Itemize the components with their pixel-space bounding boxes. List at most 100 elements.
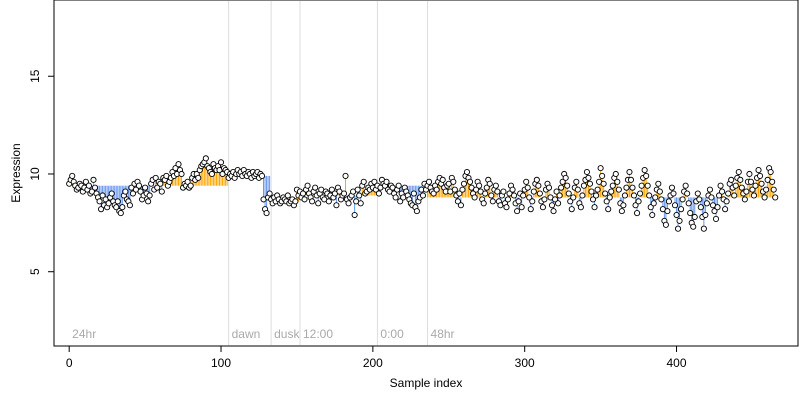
data-point xyxy=(460,180,468,187)
data-point xyxy=(682,182,689,189)
y-tick-label: 15 xyxy=(28,69,42,83)
data-point xyxy=(85,182,92,189)
data-point xyxy=(627,176,635,183)
y-axis-title: Expression xyxy=(9,143,23,202)
data-point xyxy=(351,211,358,219)
data-point xyxy=(113,204,120,211)
data-point xyxy=(620,202,627,209)
data-point xyxy=(263,210,270,217)
data-point xyxy=(122,188,129,195)
data-point xyxy=(588,188,595,195)
data-point xyxy=(333,202,340,209)
data-point xyxy=(523,178,530,185)
data-point xyxy=(570,194,577,201)
data-point xyxy=(96,198,103,205)
data-point xyxy=(413,208,420,215)
data-point xyxy=(527,206,534,213)
data-point xyxy=(719,188,726,195)
data-point xyxy=(658,196,665,203)
data-point xyxy=(605,206,612,213)
data-point xyxy=(750,192,758,199)
data-point xyxy=(702,211,709,219)
data-point xyxy=(579,192,586,199)
data-point xyxy=(146,192,153,199)
data-point xyxy=(618,208,625,215)
data-point xyxy=(284,192,291,199)
data-point xyxy=(559,178,566,185)
data-point xyxy=(419,192,427,199)
data-point xyxy=(690,223,697,230)
data-point xyxy=(725,190,732,197)
data-point xyxy=(309,198,316,205)
data-point xyxy=(678,206,685,213)
data-point xyxy=(108,190,115,197)
data-point xyxy=(665,198,672,205)
data-point xyxy=(539,204,546,211)
data-point xyxy=(480,200,487,207)
data-point xyxy=(99,192,106,199)
data-point xyxy=(119,204,126,211)
data-point xyxy=(583,168,590,176)
data-point xyxy=(524,184,531,191)
data-point xyxy=(562,174,569,181)
data-point xyxy=(580,182,587,189)
data-point xyxy=(671,202,679,209)
data-point xyxy=(208,170,215,178)
data-point xyxy=(463,168,471,176)
period-label: dawn xyxy=(232,327,261,341)
data-point xyxy=(589,196,597,203)
data-point xyxy=(700,225,707,232)
data-point xyxy=(743,188,750,195)
data-point xyxy=(90,176,97,183)
data-point xyxy=(626,168,633,176)
data-point xyxy=(714,204,721,211)
data-point xyxy=(301,196,308,203)
data-point xyxy=(555,200,562,207)
period-label: dusk xyxy=(274,327,300,341)
data-point xyxy=(504,196,512,203)
data-point xyxy=(545,184,553,191)
data-point xyxy=(723,198,730,205)
data-point xyxy=(503,204,510,211)
data-point xyxy=(548,202,556,209)
data-point xyxy=(425,178,433,185)
data-point xyxy=(621,192,628,199)
data-point xyxy=(637,190,644,197)
x-tick-label: 200 xyxy=(363,356,383,370)
data-point xyxy=(137,188,144,195)
period-label: 48hr xyxy=(431,327,455,341)
data-point xyxy=(126,202,133,209)
data-point xyxy=(325,198,332,205)
data-point xyxy=(635,198,642,205)
data-point xyxy=(687,210,694,217)
data-point xyxy=(530,188,537,195)
data-point xyxy=(597,165,604,172)
data-point xyxy=(98,206,105,213)
data-point xyxy=(459,186,466,193)
data-point xyxy=(652,194,659,201)
data-point xyxy=(684,190,691,197)
data-point xyxy=(154,184,161,191)
data-point xyxy=(708,194,715,201)
data-point xyxy=(746,170,753,178)
data-point xyxy=(696,196,703,203)
data-point xyxy=(433,186,440,193)
data-point xyxy=(129,190,137,197)
data-point xyxy=(529,198,536,205)
data-point xyxy=(749,186,756,193)
data-point xyxy=(615,186,622,193)
data-point xyxy=(158,188,165,195)
data-point xyxy=(494,188,501,195)
data-point xyxy=(731,192,738,199)
x-tick-label: 300 xyxy=(515,356,535,370)
data-point xyxy=(292,198,299,205)
data-point xyxy=(599,172,606,179)
data-point xyxy=(489,198,496,205)
data-point xyxy=(649,211,656,219)
data-point xyxy=(360,178,367,185)
data-point xyxy=(738,184,745,191)
x-axis-title: Sample index xyxy=(390,376,463,390)
data-point xyxy=(266,190,273,197)
y-tick-label: 10 xyxy=(28,167,42,181)
